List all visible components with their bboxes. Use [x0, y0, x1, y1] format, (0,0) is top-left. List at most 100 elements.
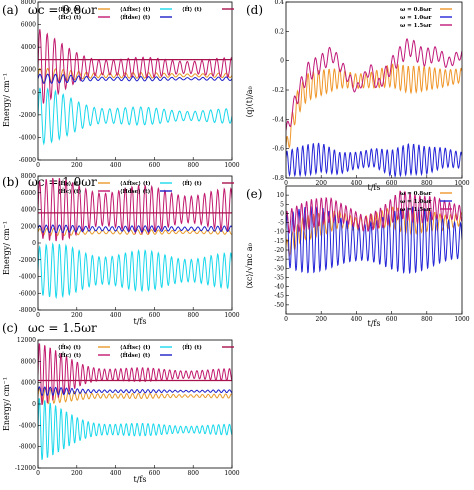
panel-e-ytick-label: 10: [276, 192, 284, 199]
panel-c-series-dHsc: [38, 398, 232, 461]
panel-a-ytick-label: -4000: [19, 134, 36, 141]
panel-b-ytick-label: -6000: [19, 290, 36, 297]
panel-e-title: (e): [246, 187, 262, 201]
panel-a-ytick-label: -6000: [19, 157, 36, 164]
panel-a-plot-area: 0 200 400 600 800 1000 -6000 -4000 -2000 0 2000 400…: [19, 0, 240, 169]
panel-d-series-w08: [286, 63, 462, 149]
panel-d-xtick-label: 1000: [454, 180, 469, 187]
panel-c-xtick-label: 800: [187, 470, 199, 477]
panel-d-series-w10: [286, 142, 462, 178]
panel-a-legend-label: ⟨Ĥdse⟩ (t): [120, 13, 151, 21]
panel-a-xtick-label: 800: [187, 162, 199, 169]
panel-e-ylabel: ⟨xc⟩/√mc a₀: [245, 243, 254, 289]
panel-d-ytick-label: -0.4: [272, 116, 284, 123]
panel-c-legend-label: ⟨Ĥ⟩ (t): [182, 343, 202, 351]
panel-e-legend-label: ω = 0.8ωr: [400, 191, 431, 197]
panel-e-ytick-label: 5: [280, 201, 284, 208]
panel-d-legend-label: ω = 0.8ωr: [400, 7, 431, 13]
panel-c-ytick-label: 12000: [17, 337, 36, 344]
panel-a-ytick-label: 0: [32, 89, 36, 96]
panel-d-series-w15: [286, 38, 462, 131]
panel-c-ylabel: Energy/ cm⁻¹: [2, 377, 11, 431]
panel-b-xlabel: t/fs: [134, 317, 147, 326]
panel-a-xtick-label: 200: [71, 162, 83, 169]
panel-c-legend-label: ⟨Ĥc⟩ (t): [58, 351, 82, 359]
panel-b-legend-label: ⟨Ĥc⟩ (t): [58, 187, 82, 195]
panel-e-series-w10: [286, 206, 462, 275]
panel-b-ytick-label: -2000: [19, 257, 36, 264]
panel-c-legend-label: ⟨Ĥdse⟩ (t): [120, 351, 151, 359]
panel-a-legend: ⟨Ĥs⟩ (t) ⟨ΔĤsc⟩ (t) ⟨Ĥ⟩ (t) ⟨Ĥc⟩ (t) ⟨Ĥdse⟩ …: [58, 5, 234, 21]
panel-b-ytick-label: -4000: [19, 274, 36, 281]
panel-d-title: (d): [246, 3, 263, 17]
panel-d-legend: ω = 0.8ωr ω = 1.0ωr ω = 1.5ωr: [400, 7, 452, 29]
panel-d-xtick-label: 200: [315, 180, 327, 187]
panel-c-ytick-label: 8000: [21, 358, 36, 365]
panel-c-xlabel: t/fs: [134, 475, 147, 484]
panel-e-ytick-label: -50: [274, 302, 284, 309]
panel-a-condition: ωc = 0.8ωr: [28, 3, 97, 17]
panel-b-legend-label: ⟨Ĥdse⟩ (t): [120, 187, 151, 195]
panel-b-series-Hdse: [38, 224, 232, 234]
panel-c-legend-label: ⟨ΔĤsc⟩ (t): [120, 343, 151, 351]
panel-e-ytick-label: -45: [274, 293, 284, 300]
panel-a-series-Hdse: [38, 73, 232, 84]
panel-a-ylabel: Energy/ cm⁻¹: [2, 73, 11, 127]
panel-e: (e) ⟨xc⟩/√mc a₀ t/fs 0 200 400 600 800 1000 -5…: [245, 185, 470, 328]
panel-b-legend-label: ⟨Ĥ⟩ (t): [182, 179, 202, 187]
panel-c-xtick-label: 600: [149, 470, 161, 477]
panel-c-ytick-label: 4000: [21, 380, 36, 387]
panel-d-xlabel: t/fs: [368, 183, 381, 192]
panel-e-legend-label: ω = 1.0ωr: [400, 199, 431, 205]
panel-d-legend-label: ω = 1.0ωr: [400, 15, 431, 21]
panel-a-xtick-label: 1000: [224, 162, 239, 169]
panel-d-ytick-label: -0.6: [272, 146, 284, 153]
panel-d-ytick-label: -0.8: [272, 175, 284, 182]
panel-d-legend-label: ω = 1.5ωr: [400, 23, 431, 29]
panel-d-xtick-label: 400: [351, 180, 363, 187]
panel-d-plot-area: 0 200 400 600 800 1000 -0.8 -0.6 -0.4 -0.2 0 0.2 0.4…: [272, 0, 469, 187]
panel-d-ytick-label: -0.2: [272, 87, 284, 94]
panel-c-condition: ωc = 1.5ωr: [28, 321, 97, 335]
panel-a-xtick-label: 0: [36, 162, 40, 169]
panel-e-ytick-label: -5: [278, 220, 284, 227]
panel-b-ylabel: Energy/ cm⁻¹: [2, 221, 11, 275]
panel-d-xtick-label: 600: [386, 180, 398, 187]
panel-b-plot-area: 0 200 400 600 800 1000 -8000 -6000 -4000 -2000 0 20…: [19, 173, 240, 319]
panel-a-xtick-label: 600: [149, 162, 161, 169]
panel-d-xtick-label: 800: [421, 180, 433, 187]
panel-b-title: (b): [2, 175, 19, 189]
panel-b-legend: ⟨Ĥs⟩ (t) ⟨ΔĤsc⟩ (t) ⟨Ĥ⟩ (t) ⟨Ĥc⟩ (t) ⟨Ĥdse⟩ …: [58, 179, 234, 195]
panel-e-ytick-label: -15: [274, 238, 284, 245]
panel-e-legend: ω = 0.8ωr ω = 1.0ωr ω = 1.5ωr: [400, 191, 452, 213]
panel-d-ylabel: ⟨q⟩(t)/a₀: [245, 86, 254, 118]
panel-d-xtick-label: 0: [284, 180, 288, 187]
panel-a-ytick-label: 6000: [21, 22, 36, 29]
panel-c-ytick-label: -12000: [15, 465, 36, 472]
panel-b-ytick-label: 6000: [21, 190, 36, 197]
panel-c-xtick-label: 200: [71, 470, 83, 477]
panel-d-ytick-label: 0.4: [274, 0, 284, 6]
panel-b: (b) ωc = 1.0ωr Energy/ cm⁻¹ t/fs 0 200 400…: [2, 173, 240, 326]
panel-d: (d) ⟨q⟩(t)/a₀ t/fs 0 200 400 600 800 1000 -0.8…: [245, 0, 470, 192]
panel-e-ytick-label: -40: [274, 284, 284, 291]
panel-d-ytick-label: 0: [280, 58, 284, 65]
panel-b-legend-label: ⟨Ĥs⟩ (t): [58, 179, 81, 187]
panel-a-frame: [37, 1, 233, 161]
panel-c-xtick-label: 0: [36, 470, 40, 477]
panel-c-legend: ⟨Ĥs⟩ (t) ⟨ΔĤsc⟩ (t) ⟨Ĥ⟩ (t) ⟨Ĥc⟩ (t) ⟨Ĥdse⟩ …: [58, 343, 234, 359]
panel-e-ytick-label: 0: [280, 210, 284, 217]
panel-a-legend-label: ⟨Ĥ⟩ (t): [182, 5, 202, 13]
panel-a: (a) ωc = 0.8ωr Energy/ cm⁻¹ 0 200 400 600 80…: [2, 0, 240, 169]
panel-c-series-Hs: [38, 387, 232, 405]
panel-e-ytick-label: -35: [274, 274, 284, 281]
panel-b-xtick-label: 1000: [224, 312, 239, 319]
panel-a-ytick-label: -2000: [19, 112, 36, 119]
panel-b-xtick-label: 200: [71, 312, 83, 319]
panel-a-ytick-label: 4000: [21, 44, 36, 51]
panel-e-xtick-label: 400: [351, 316, 363, 323]
panel-c-ytick-label: -8000: [19, 444, 36, 451]
panel-e-ytick-label: -25: [274, 256, 284, 263]
panel-e-ytick-label: -20: [274, 247, 284, 254]
